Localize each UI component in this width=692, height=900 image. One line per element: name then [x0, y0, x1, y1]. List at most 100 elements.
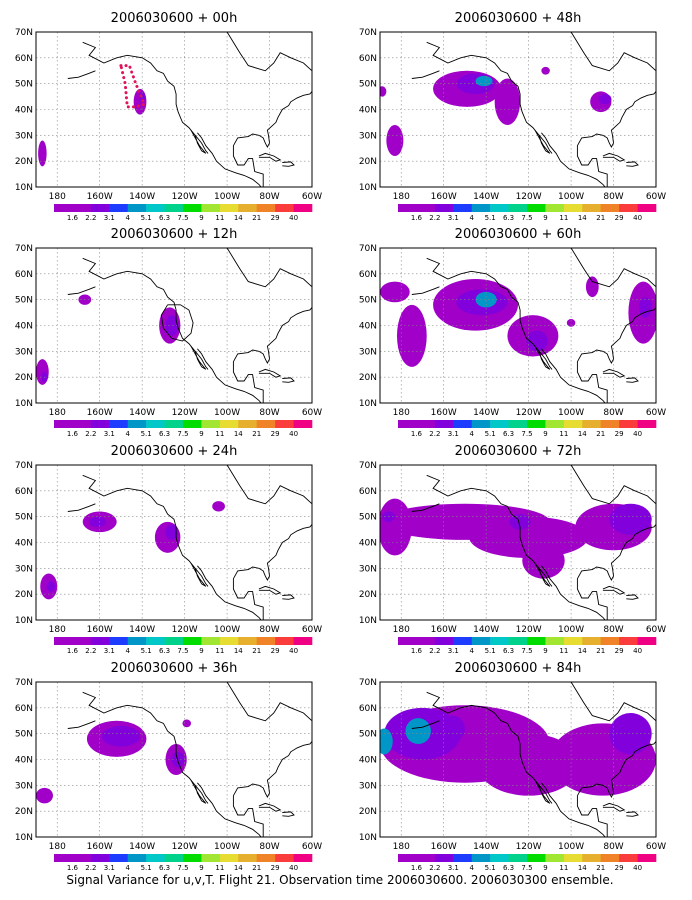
- lat-tick-label: 40N: [359, 756, 377, 766]
- colorbar-swatch: [471, 204, 491, 212]
- lat-tick-label: 20N: [15, 590, 33, 600]
- colorbar-label: 11: [215, 430, 224, 438]
- lon-tick-label: 80W: [603, 192, 623, 202]
- colorbar-swatch: [563, 854, 583, 862]
- colorbar-swatch: [582, 854, 602, 862]
- variance-contour: [509, 514, 531, 530]
- variance-contour: [396, 304, 427, 367]
- map-frame: [35, 247, 313, 404]
- colorbar-label: 6.3: [159, 430, 170, 438]
- colorbar-label: 14: [578, 864, 587, 872]
- colorbar-swatch: [416, 204, 436, 212]
- colorbar-label: 21: [596, 430, 605, 438]
- colorbar-label: 7.5: [521, 647, 532, 655]
- colorbar-swatch: [563, 204, 583, 212]
- lon-tick-label: 140W: [473, 408, 499, 418]
- lon-tick-label: 60W: [646, 408, 666, 418]
- colorbar-label: 11: [215, 647, 224, 655]
- colorbar-swatch: [637, 204, 657, 212]
- coastline: [570, 248, 656, 288]
- colorbar-label: 21: [596, 647, 605, 655]
- coastline: [576, 307, 656, 403]
- lon-tick-label: 120W: [172, 842, 198, 852]
- colorbar-swatch: [275, 854, 294, 862]
- coastline: [576, 524, 656, 620]
- colorbar-label: 29: [271, 864, 280, 872]
- colorbar-label: 29: [271, 647, 280, 655]
- colorbar-swatch: [490, 637, 509, 645]
- lat-tick-label: 10N: [359, 833, 377, 843]
- lon-tick-label: 60W: [302, 842, 322, 852]
- colorbar-label: 14: [234, 647, 243, 655]
- colorbar-swatch: [545, 204, 565, 212]
- colorbar-label: 9: [199, 430, 203, 438]
- variance-contour: [380, 281, 410, 303]
- colorbar-swatch: [54, 204, 73, 212]
- coastline: [67, 720, 96, 729]
- lat-tick-label: 20N: [15, 373, 33, 383]
- map-panel-4: 2006030600 + 24h 70N 60N 50N 40N 30N 20N 10N 180…: [15, 444, 322, 655]
- lat-tick-label: 50N: [359, 513, 377, 523]
- colorbar-swatch: [146, 204, 165, 212]
- coastline: [232, 524, 312, 620]
- colorbar-label: 4: [125, 214, 130, 222]
- lat-tick-label: 10N: [15, 616, 33, 626]
- lon-tick-label: 120W: [516, 842, 542, 852]
- colorbar-swatch: [545, 854, 565, 862]
- lon-tick-label: 180: [49, 625, 66, 635]
- lon-tick-label: 140W: [129, 192, 155, 202]
- lat-tick-label: 70N: [359, 28, 377, 38]
- variance-contour: [639, 297, 652, 318]
- colorbar-swatch: [582, 637, 602, 645]
- lat-tick-label: 50N: [15, 513, 33, 523]
- colorbar-swatch: [201, 420, 221, 428]
- map-panel-7: 2006030600 + 84h 70N 60N 50N 40N 30N 20N 10N 180…: [359, 661, 666, 872]
- colorbar-swatch: [256, 204, 276, 212]
- colorbar-label: 2.2: [429, 864, 440, 872]
- lat-tick-label: 50N: [359, 80, 377, 90]
- colorbar-label: 9: [199, 864, 203, 872]
- panel-title: 2006030600 + 24h: [111, 444, 238, 459]
- lat-tick-label: 30N: [359, 781, 377, 791]
- map-panel-5: 2006030600 + 72h 70N 60N 50N 40N 30N 20N 10N 180…: [359, 444, 666, 655]
- lat-tick-label: 10N: [359, 399, 377, 409]
- colorbar-label: 11: [559, 864, 568, 872]
- coastline: [197, 565, 262, 620]
- lat-tick-label: 60N: [359, 487, 377, 497]
- variance-contour: [89, 516, 107, 527]
- colorbar-swatch: [54, 854, 73, 862]
- variance-contour: [541, 66, 550, 75]
- coastline: [190, 779, 207, 804]
- colorbar-label: 9: [543, 647, 547, 655]
- lon-tick-label: 140W: [473, 842, 499, 852]
- colorbar-swatch: [398, 637, 417, 645]
- coastline: [411, 720, 440, 729]
- coastline: [232, 307, 312, 403]
- flight-track: [119, 64, 147, 109]
- colorbar-swatch: [275, 420, 294, 428]
- lat-tick-label: 50N: [359, 730, 377, 740]
- colorbar-label: 29: [615, 864, 624, 872]
- colorbar-swatch: [527, 204, 546, 212]
- lon-tick-label: 80W: [603, 625, 623, 635]
- lat-tick-label: 50N: [15, 80, 33, 90]
- lon-tick-label: 80W: [259, 625, 279, 635]
- coastline: [190, 129, 207, 154]
- colorbar-swatch: [183, 420, 202, 428]
- colorbar-swatch: [201, 204, 221, 212]
- lat-tick-label: 70N: [15, 678, 33, 688]
- panel-title: 2006030600 + 48h: [455, 11, 582, 26]
- colorbar-label: 40: [633, 864, 642, 872]
- coastline: [570, 682, 656, 722]
- colorbar-swatch: [54, 637, 73, 645]
- coastline: [67, 286, 96, 295]
- colorbar-swatch: [563, 637, 583, 645]
- colorbar-label: 14: [234, 430, 243, 438]
- colorbar-swatch: [275, 204, 294, 212]
- colorbar-label: 14: [234, 864, 243, 872]
- variance-contour: [171, 751, 185, 768]
- lon-tick-label: 120W: [172, 192, 198, 202]
- colorbar-label: 3.1: [104, 647, 115, 655]
- colorbar-swatch: [164, 854, 184, 862]
- colorbar-swatch: [164, 637, 184, 645]
